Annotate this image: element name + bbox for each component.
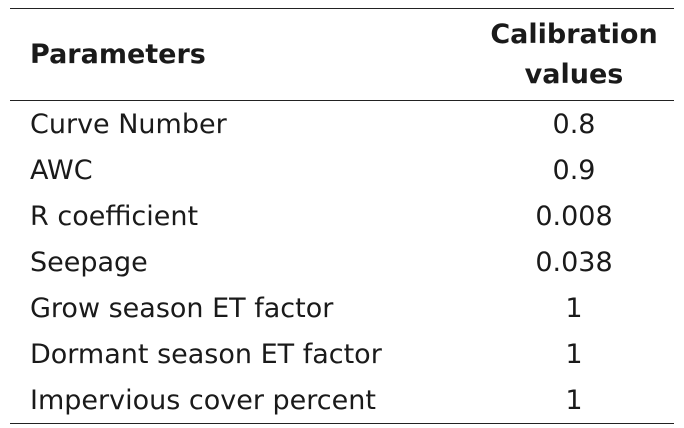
header-cell: Calibration values: [474, 9, 674, 101]
parameter-table: Parameters Calibration values Curve Numb…: [10, 8, 674, 424]
value-cell: 1: [565, 292, 583, 324]
table-body: Curve Number 0.8 AWC 0.9 R coefficient 0.008 S…: [10, 101, 674, 424]
table-row: Curve Number 0.8: [10, 101, 674, 148]
parameter-cell: Grow season ET factor: [30, 292, 334, 324]
value-cell: 0.038: [535, 246, 613, 278]
header-text: Calibration values: [490, 18, 658, 90]
value-cell: 0.9: [552, 154, 596, 186]
value-cell: 0.008: [535, 200, 613, 232]
table-header: Parameters Calibration values: [10, 8, 674, 101]
parameter-cell: R coefficient: [30, 200, 199, 232]
table-row: AWC 0.9: [10, 147, 674, 193]
table-row: Seepage 0.038: [10, 239, 674, 285]
value-cell: 0.8: [552, 108, 596, 140]
parameter-cell: AWC: [30, 154, 93, 186]
table-row: Impervious cover percent 1: [10, 377, 674, 424]
header-row: Parameters Calibration values: [10, 8, 674, 101]
parameter-cell: Impervious cover percent: [30, 384, 376, 416]
table-row: Dormant season ET factor 1: [10, 331, 674, 377]
value-cell: 1: [565, 384, 583, 416]
parameter-cell: Curve Number: [30, 108, 227, 140]
header-cell: Parameters: [30, 38, 206, 70]
parameter-cell: Seepage: [30, 246, 148, 278]
value-cell: 1: [565, 338, 583, 370]
table-row: Grow season ET factor 1: [10, 285, 674, 331]
parameter-cell: Dormant season ET factor: [30, 338, 382, 370]
table-row: R coefficient 0.008: [10, 193, 674, 239]
